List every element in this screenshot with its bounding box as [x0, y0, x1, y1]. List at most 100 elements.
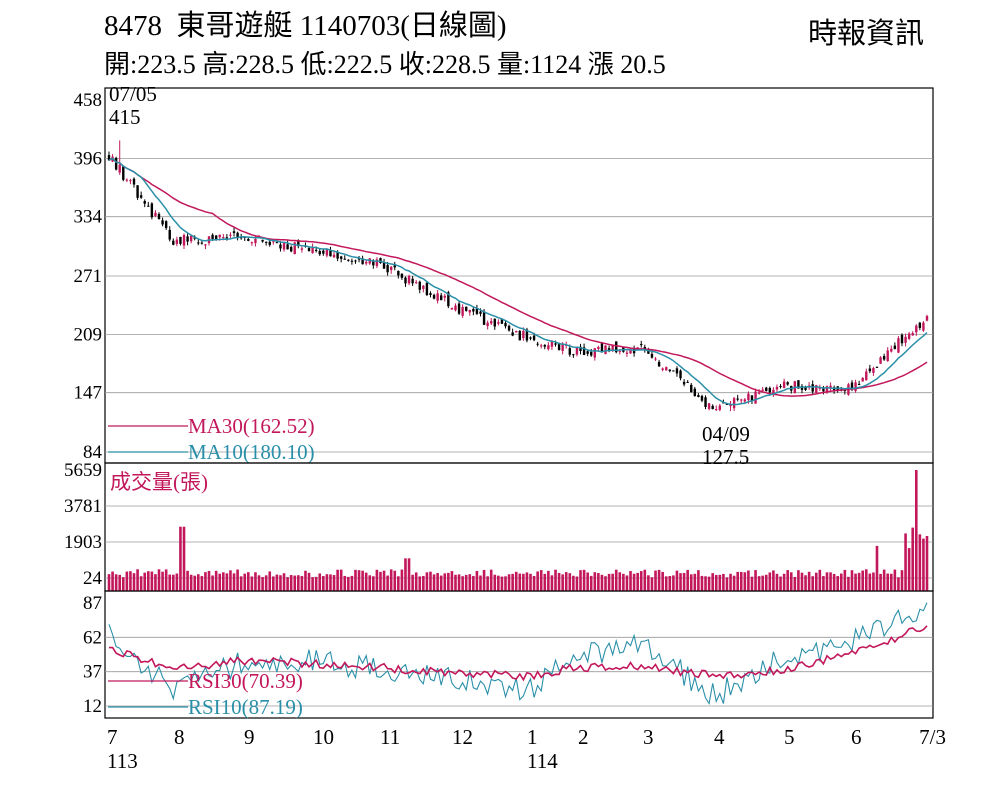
volume-bar — [804, 575, 807, 591]
volume-grid — [105, 505, 933, 579]
candle-body — [872, 368, 875, 373]
candle-body — [657, 361, 661, 367]
volume-bar — [314, 576, 318, 591]
candle-body — [443, 295, 446, 298]
candle-body — [447, 292, 450, 307]
candle-body — [729, 404, 732, 407]
volume-bar — [489, 569, 493, 591]
volume-bar — [514, 571, 518, 591]
stock-name: 東哥遊艇 — [176, 10, 293, 42]
candle-body — [457, 303, 461, 314]
candle-body — [232, 231, 236, 233]
rsi30-line — [109, 625, 928, 682]
candle-body — [347, 259, 350, 261]
volume-bar — [904, 533, 907, 591]
volume-bar — [925, 536, 929, 591]
volume-bar — [300, 576, 304, 591]
candle-body — [222, 236, 225, 238]
volume-bar — [350, 575, 354, 591]
volume-bar — [561, 574, 564, 591]
candle-body — [857, 383, 861, 385]
volume-bar — [761, 575, 764, 591]
volume-bar — [543, 573, 547, 591]
candle-body — [607, 348, 611, 352]
volume-bar — [139, 576, 143, 591]
volume-bar — [661, 571, 664, 591]
candle-body — [264, 241, 268, 243]
candle-body — [672, 370, 675, 372]
candle-body — [907, 333, 911, 339]
candle-body — [775, 386, 779, 390]
volume-bar — [107, 574, 111, 591]
candle-body — [275, 242, 279, 244]
quote-summary: 開:223.5 高:228.5 低:222.5 收:228.5 量:1124 漲… — [104, 52, 666, 78]
y-tick-label: 147 — [74, 383, 103, 404]
volume-bar — [247, 572, 250, 591]
volume-bar — [189, 574, 193, 591]
volume-bar — [618, 572, 622, 591]
volume-bar — [629, 571, 632, 591]
volume-bar — [250, 576, 254, 591]
volume-bar — [825, 572, 829, 591]
candle-body — [604, 345, 607, 355]
volume-bar — [582, 569, 586, 591]
volume-bar — [343, 575, 347, 591]
volume-bar — [332, 575, 336, 591]
candle-body — [400, 273, 404, 278]
candle-body — [625, 352, 629, 354]
candle-body — [522, 330, 525, 339]
candle-body — [675, 368, 679, 374]
volume-bar — [664, 576, 668, 591]
volume-panel-label: 成交量(張) — [110, 470, 208, 494]
candle-body — [575, 346, 579, 355]
candle-body — [339, 256, 343, 259]
candle-body — [511, 332, 514, 336]
volume-bar — [779, 576, 782, 591]
candle-body — [611, 344, 614, 351]
candle-body — [582, 347, 586, 355]
candle-body — [850, 382, 854, 390]
candle-body — [200, 242, 204, 244]
volume-bar — [572, 575, 575, 591]
volume-bar — [547, 570, 550, 591]
volume-bar — [500, 576, 504, 591]
volume-bar — [236, 569, 239, 591]
candle-body — [650, 353, 654, 358]
volume-bar — [407, 558, 411, 591]
volume-bar — [900, 570, 904, 591]
candle-body — [300, 248, 304, 250]
volume-bar — [689, 574, 693, 591]
candle-body — [572, 354, 575, 356]
volume-bar — [118, 574, 122, 591]
candle-body — [497, 322, 500, 324]
volume-bar — [436, 573, 439, 591]
candle-body — [597, 346, 600, 349]
candle-body — [379, 258, 382, 264]
volume-bar — [597, 573, 600, 591]
candle-body — [272, 241, 275, 243]
volume-bar — [707, 576, 711, 591]
candle-body — [543, 345, 546, 347]
candle-body — [532, 335, 536, 341]
candle-body — [754, 391, 757, 404]
candle-body — [750, 395, 754, 401]
candle-body — [475, 308, 479, 314]
candle-body — [279, 244, 282, 249]
candle-body — [493, 318, 496, 327]
candle-body — [504, 322, 507, 327]
chart-title: 8478 東哥遊艇 1140703(日線圖) — [104, 12, 507, 41]
candle-body — [747, 393, 750, 401]
candle-body — [418, 281, 421, 290]
candle-body — [164, 221, 168, 228]
candle-body — [557, 342, 561, 351]
volume-bar — [225, 573, 229, 591]
volume-bar — [525, 572, 529, 591]
volume-bar — [157, 569, 161, 591]
rsi-panel: 87 62 37 12 RSI30(70.39) RSI10(87.19) — [83, 590, 934, 719]
candle-body — [204, 244, 207, 246]
volume-bar — [400, 569, 404, 591]
candle-body — [114, 157, 118, 170]
volume-bar — [697, 570, 700, 591]
volume-bar — [450, 571, 454, 591]
rsi-grid — [105, 636, 933, 707]
